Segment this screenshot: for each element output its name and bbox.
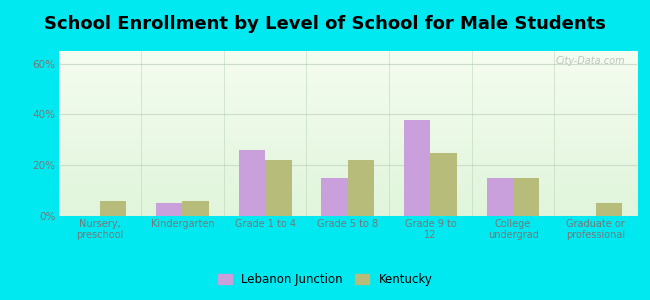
Bar — [595, 203, 622, 216]
Bar — [321, 178, 348, 216]
Bar — [239, 150, 265, 216]
Bar — [430, 152, 457, 216]
Bar — [513, 178, 540, 216]
Bar — [183, 201, 209, 216]
Text: City-Data.com: City-Data.com — [556, 56, 625, 66]
Bar — [404, 119, 430, 216]
Bar — [100, 201, 126, 216]
Text: School Enrollment by Level of School for Male Students: School Enrollment by Level of School for… — [44, 15, 606, 33]
Bar — [348, 160, 374, 216]
Bar — [487, 178, 513, 216]
Legend: Lebanon Junction, Kentucky: Lebanon Junction, Kentucky — [213, 269, 437, 291]
Bar — [156, 203, 183, 216]
Bar — [265, 160, 292, 216]
